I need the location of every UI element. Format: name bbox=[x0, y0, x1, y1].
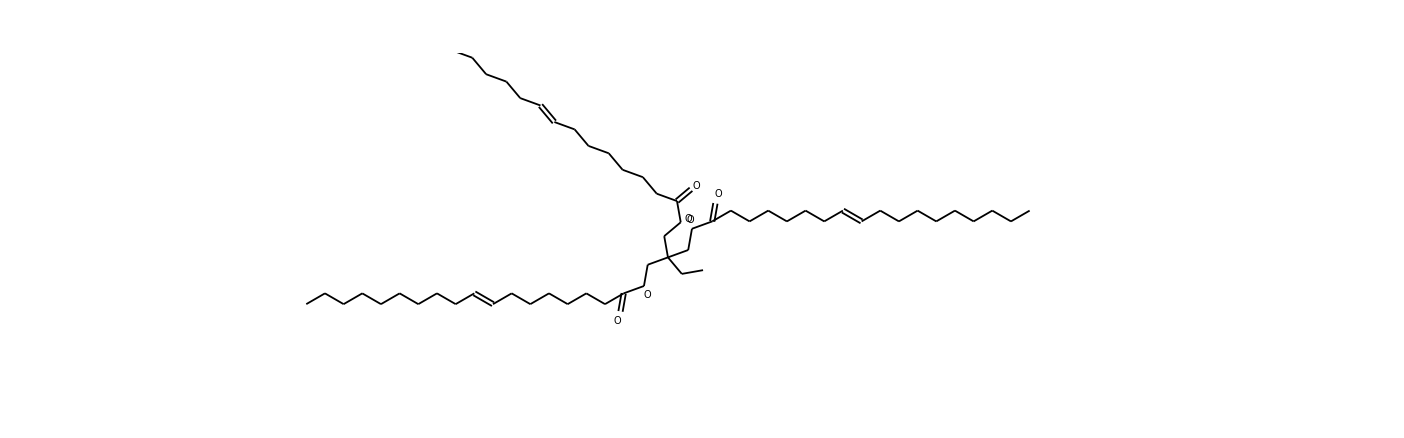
Text: O: O bbox=[692, 181, 701, 191]
Text: O: O bbox=[685, 214, 692, 224]
Text: O: O bbox=[644, 290, 651, 300]
Text: O: O bbox=[614, 316, 621, 325]
Text: O: O bbox=[687, 215, 694, 225]
Text: O: O bbox=[715, 189, 722, 199]
